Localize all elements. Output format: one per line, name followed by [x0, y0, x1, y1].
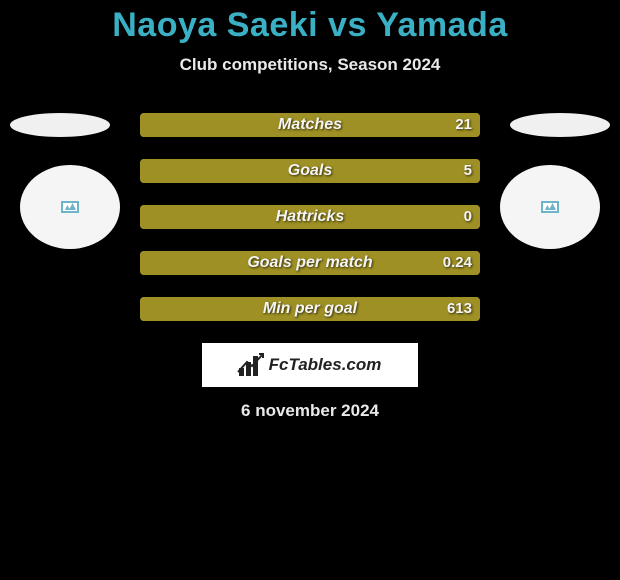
date-text: 6 november 2024 — [0, 401, 620, 421]
stat-value-right: 21 — [455, 113, 472, 137]
stat-row: Hattricks 0 — [140, 205, 480, 229]
stats-bars: Matches 21 Goals 5 Hattricks 0 Goals per… — [140, 113, 480, 321]
stat-value-right: 0 — [464, 205, 472, 229]
bar-chart-icon — [239, 354, 265, 376]
left-flag-ellipse — [10, 113, 110, 137]
image-placeholder-icon — [61, 201, 79, 213]
stat-value-right: 613 — [447, 297, 472, 321]
comparison-widget: Naoya Saeki vs Yamada Club competitions,… — [0, 0, 620, 421]
stat-row: Goals per match 0.24 — [140, 251, 480, 275]
stat-row: Goals 5 — [140, 159, 480, 183]
stat-value-right: 0.24 — [443, 251, 472, 275]
stat-label: Hattricks — [140, 205, 480, 229]
source-logo-text: FcTables.com — [269, 355, 382, 375]
page-title: Naoya Saeki vs Yamada — [0, 6, 620, 45]
stat-row: Matches 21 — [140, 113, 480, 137]
arrow-icon — [237, 352, 265, 374]
right-flag-ellipse — [510, 113, 610, 137]
source-logo-box: FcTables.com — [202, 343, 418, 387]
source-logo: FcTables.com — [239, 354, 382, 376]
right-player-avatar — [500, 165, 600, 249]
image-placeholder-icon — [541, 201, 559, 213]
stat-row: Min per goal 613 — [140, 297, 480, 321]
stat-label: Matches — [140, 113, 480, 137]
subtitle: Club competitions, Season 2024 — [0, 55, 620, 75]
stat-label: Goals — [140, 159, 480, 183]
left-player-avatar — [20, 165, 120, 249]
stat-label: Goals per match — [140, 251, 480, 275]
main-area: Matches 21 Goals 5 Hattricks 0 Goals per… — [0, 113, 620, 421]
stat-value-right: 5 — [464, 159, 472, 183]
stat-label: Min per goal — [140, 297, 480, 321]
